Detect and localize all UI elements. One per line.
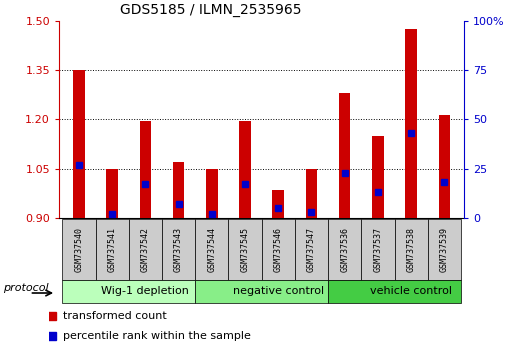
Text: GSM737543: GSM737543 [174, 227, 183, 272]
Bar [394, 219, 428, 280]
Bar [162, 219, 195, 280]
Bar [262, 219, 295, 280]
Bar [228, 219, 262, 280]
Text: GSM737536: GSM737536 [340, 227, 349, 272]
Text: vehicle control: vehicle control [370, 286, 452, 296]
Bar [328, 219, 361, 280]
Bar [62, 280, 195, 303]
Text: GSM737538: GSM737538 [407, 227, 416, 272]
Bar [405, 29, 417, 218]
Text: negative control: negative control [233, 286, 324, 296]
Bar [73, 70, 85, 218]
Bar [428, 219, 461, 280]
Text: GSM737540: GSM737540 [74, 227, 84, 272]
Text: GSM737541: GSM737541 [108, 227, 116, 272]
Bar [295, 219, 328, 280]
Text: GSM737542: GSM737542 [141, 227, 150, 272]
Bar [328, 280, 461, 303]
Text: GSM737545: GSM737545 [241, 227, 249, 272]
Text: GSM737546: GSM737546 [274, 227, 283, 272]
Text: protocol: protocol [3, 283, 49, 293]
Bar [339, 93, 350, 218]
Bar [195, 219, 228, 280]
Text: Wig-1 depletion: Wig-1 depletion [102, 286, 189, 296]
Bar [106, 169, 118, 218]
Text: GDS5185 / ILMN_2535965: GDS5185 / ILMN_2535965 [120, 4, 301, 17]
Bar [129, 219, 162, 280]
Bar [140, 121, 151, 218]
Bar [206, 169, 218, 218]
Text: GSM737537: GSM737537 [373, 227, 382, 272]
Text: GSM737544: GSM737544 [207, 227, 216, 272]
Bar [361, 219, 394, 280]
Text: GSM737547: GSM737547 [307, 227, 316, 272]
Bar [173, 162, 184, 218]
Bar [439, 115, 450, 218]
Text: percentile rank within the sample: percentile rank within the sample [63, 331, 251, 341]
Bar [62, 219, 95, 280]
Bar [195, 280, 328, 303]
Text: GSM737539: GSM737539 [440, 227, 449, 272]
Bar [272, 190, 284, 218]
Bar [95, 219, 129, 280]
Bar [239, 121, 251, 218]
Bar [372, 136, 384, 218]
Text: transformed count: transformed count [63, 310, 167, 321]
Bar [306, 169, 317, 218]
